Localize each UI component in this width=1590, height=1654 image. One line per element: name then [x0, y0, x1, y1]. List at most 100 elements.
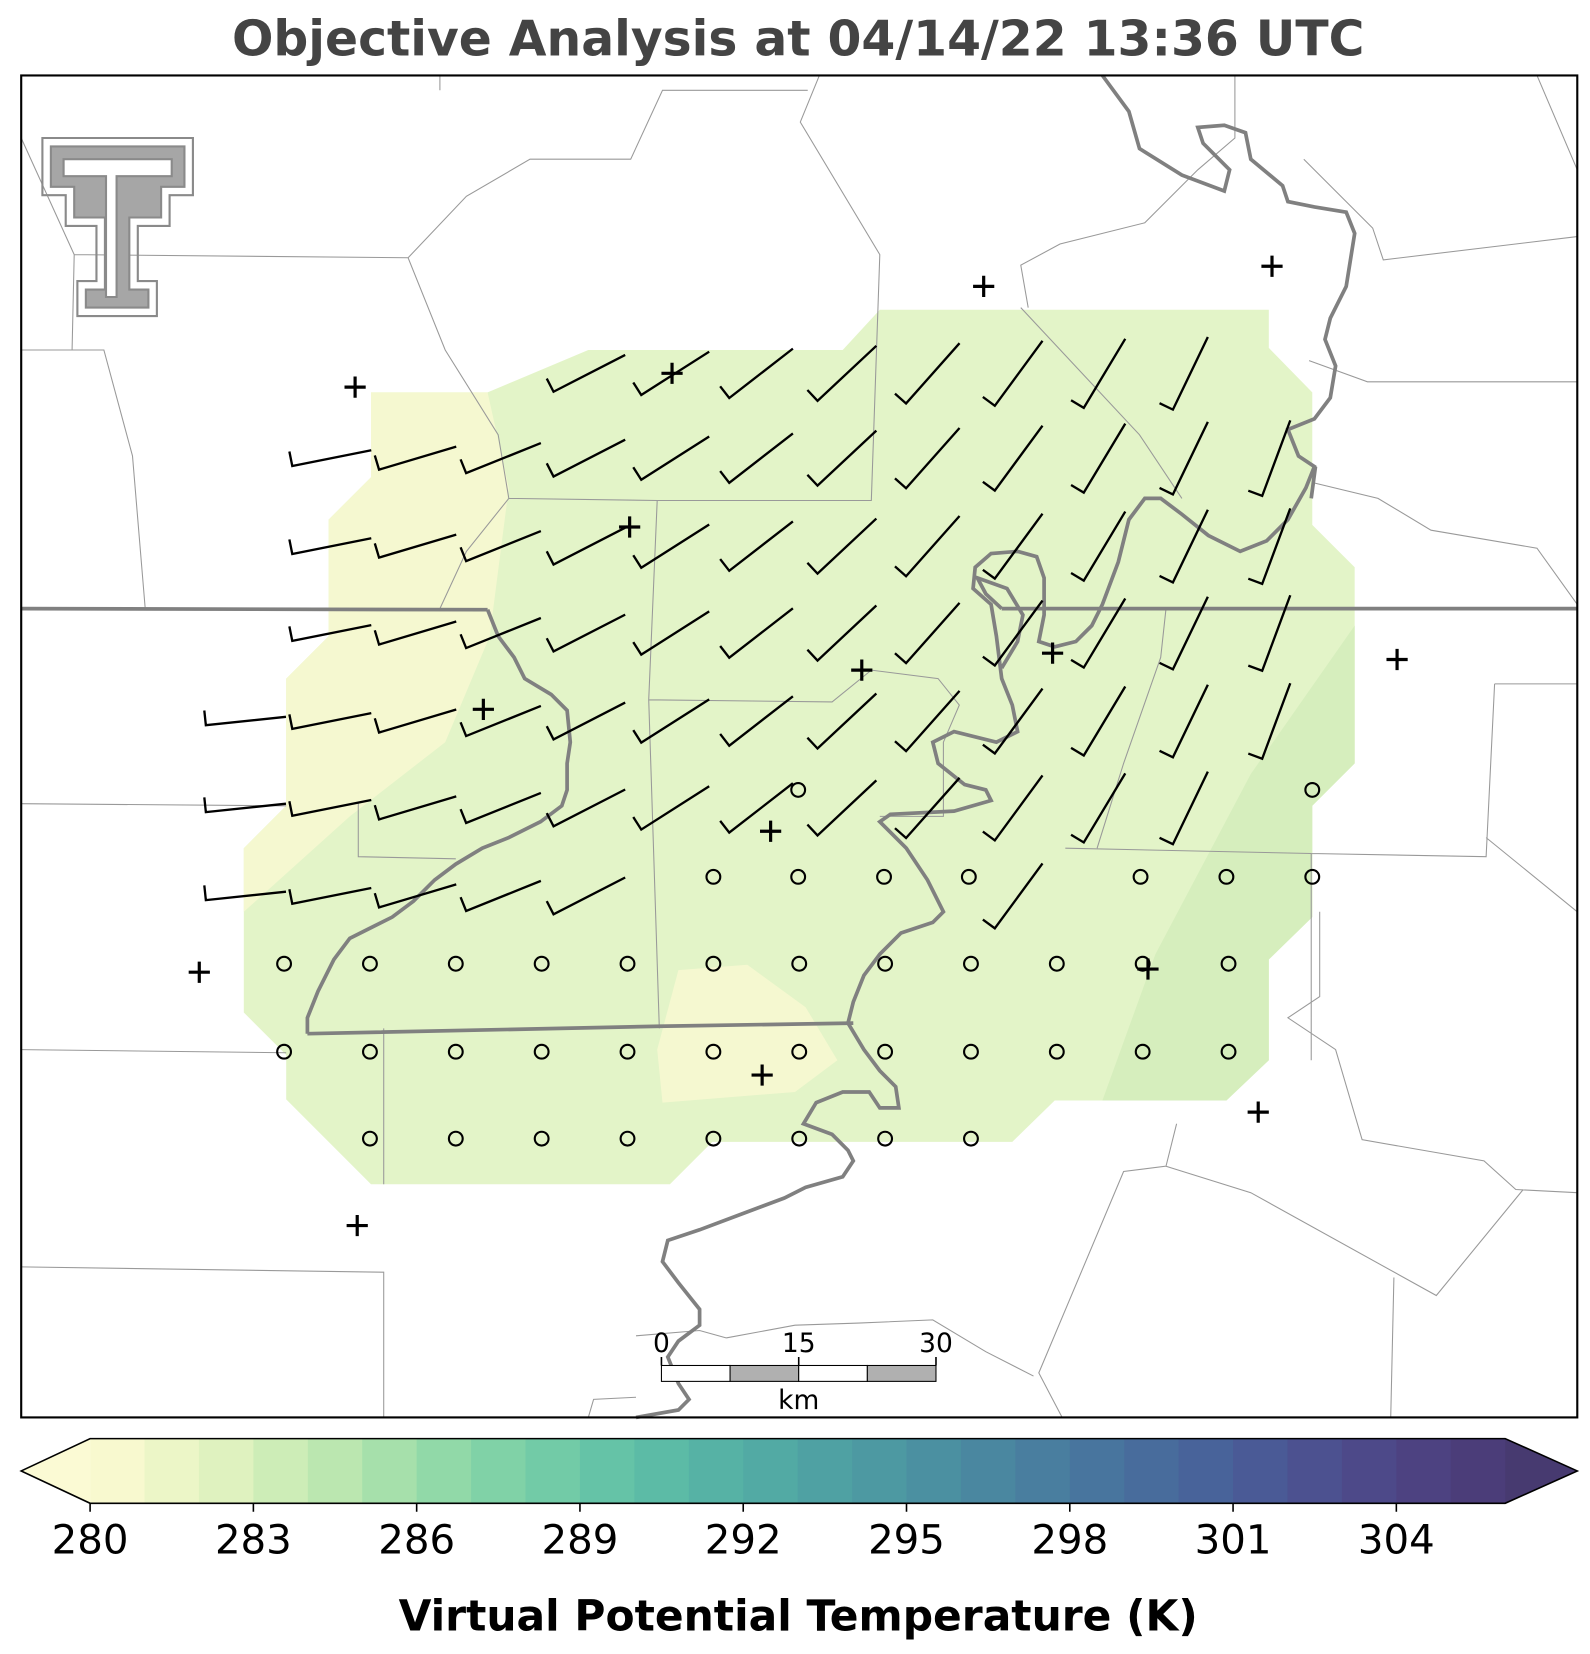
wind-barb: [373, 445, 457, 472]
calm-station: [447, 955, 464, 972]
station-marker: [1261, 255, 1283, 277]
calm-station: [619, 1043, 636, 1060]
wind-barb: [545, 701, 626, 741]
calm-station: [447, 1130, 464, 1147]
wind-barb: [545, 876, 626, 916]
calm-station: [1304, 868, 1321, 885]
wind-barb: [632, 698, 710, 745]
wind-barb: [632, 785, 710, 832]
colorbar-segment: [688, 1438, 744, 1504]
wind-barb: [894, 777, 961, 840]
wind-barb: [894, 515, 961, 578]
wind-barb: [1159, 771, 1209, 846]
wind-barb: [1070, 422, 1127, 495]
calm-station: [790, 781, 807, 798]
colorbar-tick-label: 286: [378, 1518, 455, 1564]
wind-barb: [373, 620, 457, 646]
calm-station: [1220, 1043, 1237, 1060]
station-marker: [1041, 642, 1064, 664]
station-marker: [188, 961, 210, 983]
wind-barb: [1159, 684, 1209, 759]
station-marker: [751, 1064, 773, 1086]
colorbar-segment: [1178, 1438, 1234, 1504]
wind-barb: [806, 692, 878, 751]
wind-barb: [982, 340, 1044, 408]
wind-barb: [203, 710, 287, 727]
calm-station: [533, 1130, 550, 1147]
calm-station: [533, 955, 550, 972]
wind-barb: [373, 533, 457, 560]
wind-barb: [1247, 594, 1292, 673]
colorbar-segment: [906, 1438, 962, 1504]
calm-station: [791, 1130, 808, 1147]
calm-station: [533, 1043, 550, 1060]
colorbar-over: [1505, 1438, 1578, 1504]
colorbar-tick-label: 289: [542, 1518, 619, 1564]
wind-barb: [806, 604, 878, 663]
wind-barb: [719, 695, 794, 748]
wind-barb: [632, 435, 710, 482]
analysis-fill: [243, 309, 1355, 1185]
colorbar-segment: [416, 1438, 472, 1504]
calm-station: [963, 955, 979, 972]
calm-station: [791, 1043, 808, 1060]
wind-barb: [719, 432, 794, 485]
calm-station: [705, 1043, 722, 1060]
colorbar-segment: [1341, 1438, 1397, 1504]
calm-station: [705, 1130, 722, 1147]
wind-barb: [1070, 338, 1127, 410]
wind-barb: [203, 885, 287, 902]
colorbar-segment: [634, 1438, 690, 1504]
calm-station: [276, 1043, 293, 1060]
wind-barb: [982, 687, 1044, 756]
calm-station: [1048, 955, 1065, 972]
wind-barb: [982, 862, 1044, 930]
scale-segment: [866, 1364, 937, 1382]
wind-barb: [1070, 685, 1127, 758]
wind-barb: [545, 353, 626, 394]
wind-barb: [288, 798, 372, 818]
calm-station: [705, 868, 722, 885]
station-marker: [1386, 648, 1408, 671]
analysis-fill-warm: [1102, 625, 1355, 1101]
colorbar-segment: [1124, 1438, 1180, 1504]
wind-barb: [1159, 336, 1209, 412]
wind-barb: [1159, 509, 1209, 584]
wind-barb: [632, 350, 710, 397]
colorbar-segment: [797, 1438, 853, 1504]
wind-barb: [545, 788, 626, 828]
wind-barb: [1247, 419, 1292, 498]
colorbar-tick-label: 298: [1031, 1518, 1108, 1564]
station-marker: [851, 659, 873, 681]
station-marker: [472, 698, 494, 720]
wind-barb: [459, 791, 542, 825]
scale-label: 30: [919, 1328, 953, 1359]
calm-station: [963, 1130, 979, 1147]
analysis-fill-cool: [243, 392, 509, 912]
scale-segment: [729, 1364, 800, 1382]
wind-barb: [288, 449, 372, 468]
wind-barb: [719, 607, 794, 660]
scale-segment: [660, 1364, 731, 1382]
colorbar-segment: [1287, 1438, 1343, 1504]
colorbar-segment: [960, 1438, 1016, 1504]
calm-station: [1304, 781, 1321, 798]
colorbar-segment: [307, 1438, 363, 1504]
colorbar-segment: [253, 1438, 309, 1504]
river: [305, 74, 1357, 1420]
scale-label: 0: [653, 1328, 670, 1359]
colorbar-segment: [1396, 1438, 1452, 1504]
title: Objective Analysis at 04/14/22 13:36 UTC: [232, 12, 1364, 68]
wind-barb: [459, 616, 542, 650]
calm-station: [877, 955, 894, 972]
wind-barb: [1247, 507, 1292, 586]
station-marker: [619, 516, 641, 538]
calm-station: [276, 955, 293, 972]
calm-station: [877, 1130, 894, 1147]
station-marker: [1247, 1101, 1269, 1123]
colorbar: 280 283 286 289 292 295 298 301 304: [19, 1437, 1580, 1564]
wind-barb: [459, 879, 542, 913]
colorbar-segment: [1015, 1438, 1071, 1504]
wind-barb: [719, 782, 794, 835]
station-marker: [760, 820, 782, 842]
